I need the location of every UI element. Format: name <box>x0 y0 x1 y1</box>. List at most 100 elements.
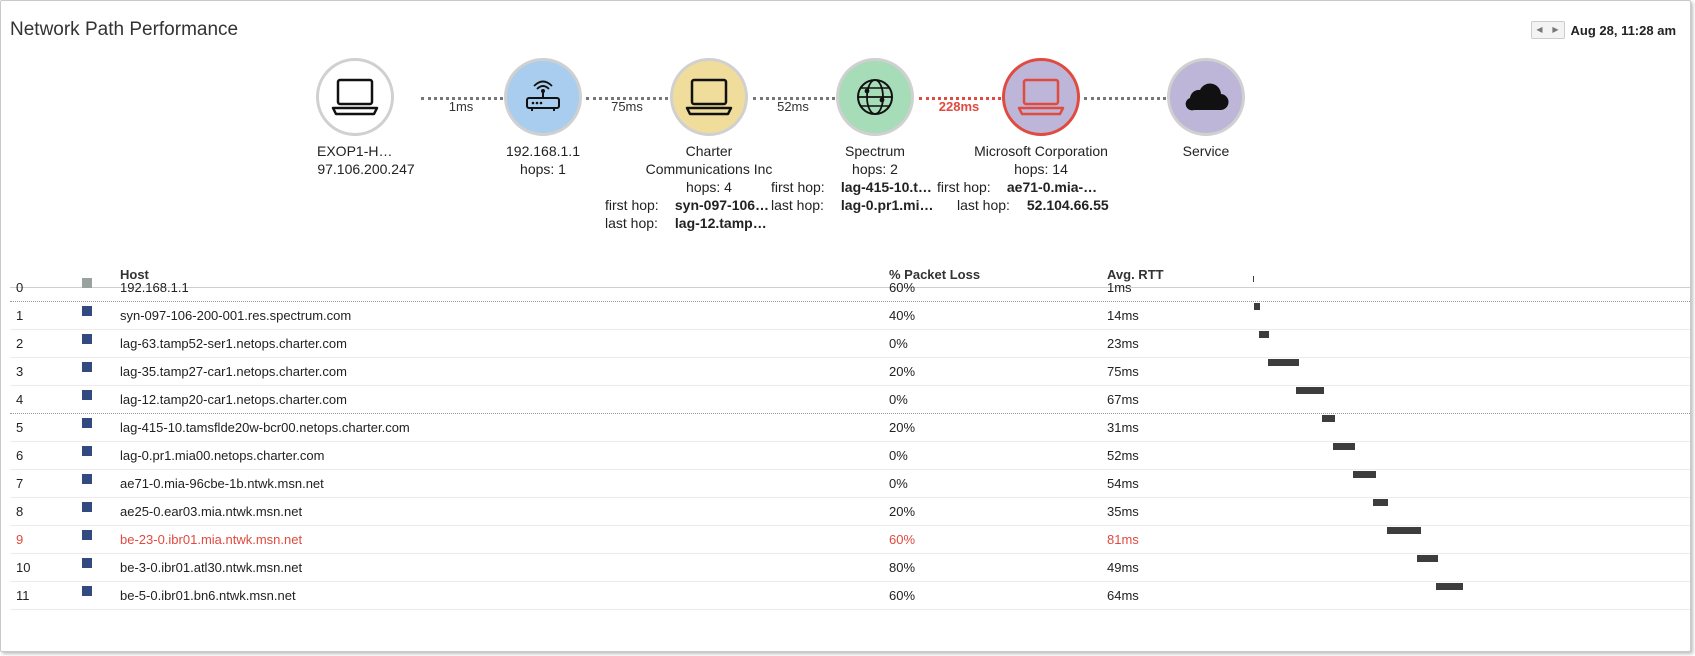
hop-marker-icon <box>82 334 92 344</box>
column-avg-rtt[interactable]: Avg. RTT <box>1107 267 1164 282</box>
packet-loss-value: 0% <box>889 448 908 463</box>
packet-loss-value: 60% <box>889 280 916 295</box>
path-node-service[interactable] <box>1167 58 1245 136</box>
page-title: Network Path Performance <box>10 19 239 40</box>
hop-marker-icon <box>82 446 92 456</box>
host-name: 192.168.1.1 <box>120 280 189 295</box>
table-row[interactable]: 1 syn-097-106-200-001.res.spectrum.com 40%… <box>10 299 1690 330</box>
avg-rtt-value: 75ms <box>1107 364 1139 379</box>
node-source-name: EXOP1-H… <box>317 143 393 159</box>
path-node-microsoft[interactable] <box>1002 58 1080 136</box>
avg-rtt-value: 31ms <box>1107 420 1139 435</box>
packet-loss-value: 0% <box>889 476 908 491</box>
row-index: 11 <box>16 588 30 603</box>
table-row[interactable]: 3 lag-35.tamp27-car1.netops.charter.com 20… <box>10 355 1690 386</box>
host-name: be-3-0.ibr01.atl30.ntwk.msn.net <box>120 560 303 575</box>
table-row[interactable]: 6 lag-0.pr1.mia00.netops.charter.com 0% 52m… <box>10 439 1690 470</box>
path-node-charter[interactable] <box>670 58 748 136</box>
path-node-source[interactable] <box>316 58 394 136</box>
table-row[interactable]: 7 ae71-0.mia-96cbe-1b.ntwk.msn.net 0% 54ms <box>10 467 1690 498</box>
row-index: 9 <box>16 532 24 547</box>
host-name: be-5-0.ibr01.bn6.ntwk.msn.net <box>120 588 296 603</box>
row-index: 5 <box>16 420 24 435</box>
path-link-4-latency: 228ms <box>938 99 980 114</box>
node-microsoft-first-hop: first hop: ae71-0.mia-… <box>937 179 1098 195</box>
avg-rtt-value: 81ms <box>1107 532 1139 547</box>
row-index: 4 <box>16 392 24 407</box>
path-link-1-latency: 1ms <box>448 99 474 114</box>
node-source-ip: 97.106.200.247 <box>317 161 415 177</box>
hop-marker-icon <box>82 306 92 316</box>
path-link-2-latency: 75ms <box>611 99 643 114</box>
node-spectrum-first-hop: first hop: lag-415-10.t… <box>771 179 932 195</box>
host-name: ae71-0.mia-96cbe-1b.ntwk.msn.net <box>120 476 324 491</box>
table-row[interactable]: 2 lag-63.tamp52-ser1.netops.charter.com 0%… <box>10 327 1690 358</box>
node-gateway-name: 192.168.1.1 <box>506 143 580 159</box>
node-info-source: EXOP1-H… 97.106.200.247 <box>276 142 456 178</box>
packet-loss-value: 60% <box>889 588 916 603</box>
host-name: lag-12.tamp20-car1.netops.charter.com <box>120 392 347 407</box>
avg-rtt-value: 35ms <box>1107 504 1139 519</box>
path-node-gateway[interactable] <box>504 58 582 136</box>
host-name: lag-0.pr1.mia00.netops.charter.com <box>120 448 325 463</box>
rtt-bar <box>1333 443 1356 450</box>
hop-marker-icon <box>82 558 92 568</box>
node-charter-hops: hops: 4 <box>686 179 732 195</box>
column-host[interactable]: Host <box>120 267 149 282</box>
hop-marker-icon <box>82 502 92 512</box>
avg-rtt-value: 67ms <box>1107 392 1139 407</box>
rtt-bar <box>1321 415 1335 422</box>
row-index: 6 <box>16 448 24 463</box>
packet-loss-value: 60% <box>889 532 916 547</box>
date-label: Aug 28, 11:28 am <box>1570 22 1677 38</box>
node-info-gateway: 192.168.1.1 hops: 1 <box>453 142 633 178</box>
table-row[interactable]: 0 192.168.1.1 60% 1ms <box>10 271 1690 302</box>
row-index: 1 <box>16 308 24 323</box>
hop-marker-icon <box>82 362 92 372</box>
row-index: 10 <box>16 560 31 575</box>
packet-loss-value: 20% <box>889 364 916 379</box>
rtt-bar <box>1259 331 1269 338</box>
node-charter-last-hop: last hop: lag-12.tamp… <box>605 215 767 231</box>
node-info-spectrum: Spectrum hops: 2 first hop: lag-415-10.t… <box>771 142 965 214</box>
row-index: 0 <box>16 280 24 295</box>
packet-loss-value: 20% <box>889 504 916 519</box>
packet-loss-value: 40% <box>889 308 916 323</box>
table-row[interactable]: 4 lag-12.tamp20-car1.netops.charter.com 0%… <box>10 383 1690 414</box>
hops-table-header: Host % Packet Loss Avg. RTT <box>10 263 1690 288</box>
node-charter-name-1: Charter <box>685 143 733 159</box>
hop-marker-icon <box>82 418 92 428</box>
path-link-3 <box>753 97 835 100</box>
packet-loss-value: 20% <box>889 420 916 435</box>
table-row[interactable]: 8 ae25-0.ear03.mia.ntwk.msn.net 20% 35ms <box>10 495 1690 526</box>
host-name: lag-35.tamp27-car1.netops.charter.com <box>120 364 347 379</box>
hop-marker-icon <box>82 278 92 288</box>
table-row[interactable]: 9 be-23-0.ibr01.mia.ntwk.msn.net 60% 81ms <box>10 523 1690 554</box>
node-charter-first-hop: first hop: syn-097-106… <box>605 197 770 213</box>
node-charter-name-2: Communications Inc <box>645 161 773 177</box>
host-name: lag-415-10.tamsflde20w-bcr00.netops.char… <box>120 420 410 435</box>
hop-marker-icon <box>82 530 92 540</box>
column-packet-loss[interactable]: % Packet Loss <box>889 267 981 282</box>
laptop-icon <box>331 78 379 116</box>
node-microsoft-last-hop: last hop: 52.104.66.55 <box>957 197 1109 213</box>
node-spectrum-name: Spectrum <box>845 143 905 159</box>
next-arrow-icon[interactable]: ▶ <box>1552 25 1559 34</box>
host-name: be-23-0.ibr01.mia.ntwk.msn.net <box>120 532 303 547</box>
table-row[interactable]: 5 lag-415-10.tamsflde20w-bcr00.netops.cha… <box>10 411 1690 442</box>
hop-marker-icon <box>82 390 92 400</box>
node-service-name: Service <box>1182 143 1230 159</box>
row-index: 7 <box>16 476 24 491</box>
avg-rtt-value: 14ms <box>1107 308 1139 323</box>
path-node-spectrum[interactable] <box>836 58 914 136</box>
node-info-charter: Charter Communications Inc hops: 4 first… <box>605 142 799 232</box>
rtt-bar <box>1296 387 1325 394</box>
host-name: ae25-0.ear03.mia.ntwk.msn.net <box>120 504 303 519</box>
host-name: lag-63.tamp52-ser1.netops.charter.com <box>120 336 347 351</box>
prev-arrow-icon[interactable]: ◀ <box>1536 25 1543 34</box>
host-name: syn-097-106-200-001.res.spectrum.com <box>120 308 352 323</box>
node-spectrum-last-hop: last hop: lag-0.pr1.mi… <box>771 197 934 213</box>
table-row[interactable]: 11 be-5-0.ibr01.bn6.ntwk.msn.net 60% 64ms <box>10 579 1690 610</box>
table-row[interactable]: 10 be-3-0.ibr01.atl30.ntwk.msn.net 80% 49ms <box>10 551 1690 582</box>
